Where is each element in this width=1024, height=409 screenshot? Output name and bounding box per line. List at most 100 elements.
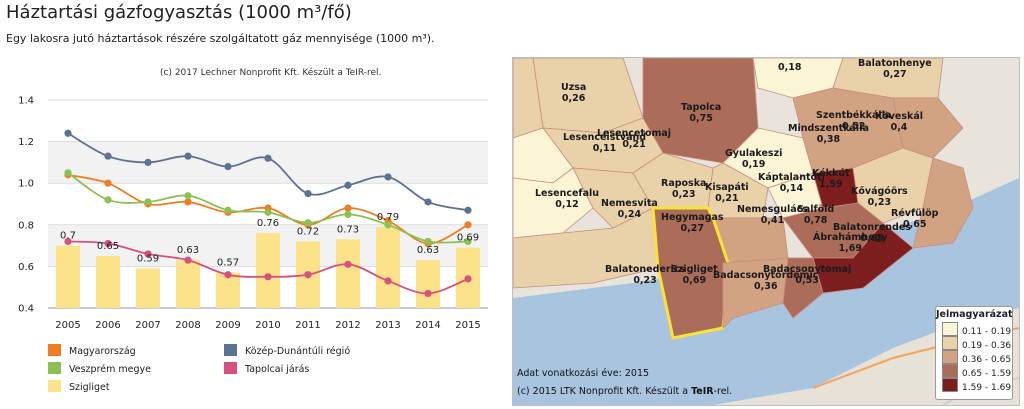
map-label-abrahamhegy: Ábrahámhegy 1,69	[813, 232, 888, 254]
choropleth-map[interactable]: Uzsa 0,26 Tapolca 0,75 Lesencetomaj 0,21 Le…	[512, 57, 1020, 406]
bar-szigliget[interactable]	[136, 268, 160, 308]
map-data-year: Adat vonatkozási éve: 2015	[517, 368, 650, 379]
map-label-uzsa: Uzsa 0,26	[561, 82, 587, 104]
series-point[interactable]	[144, 158, 152, 166]
map-canvas[interactable]	[513, 58, 1019, 405]
map-label-gyulakeszi: Gyulakeszi 0,19	[725, 148, 783, 170]
map-label-balatonhenye: Balatonhenye 0,27	[858, 58, 932, 80]
map-label-mindszentkalla: Mindszentkálla 0,38	[788, 123, 869, 145]
bar-szigliget[interactable]	[376, 226, 400, 308]
map-label-szentbekkalla: Szentbékkálla 0,52	[816, 110, 892, 132]
series-point[interactable]	[424, 289, 432, 298]
series-point[interactable]	[264, 154, 272, 162]
series-point[interactable]	[264, 273, 272, 281]
bar-szigliget[interactable]	[256, 233, 280, 308]
series-point[interactable]	[344, 260, 352, 268]
series-point[interactable]	[184, 256, 192, 264]
map-legend: Jelmagyarázat 0.11 - 0.19 0.19 - 0.36 0.…	[935, 306, 1013, 400]
legend-item-szigliget[interactable]: Szigliget	[48, 380, 110, 393]
bar-szigliget[interactable]	[216, 272, 240, 308]
series-point[interactable]	[464, 221, 472, 229]
series-point[interactable]	[144, 198, 152, 206]
bar-szigliget[interactable]	[336, 239, 360, 308]
y-tick-label: 1.0	[18, 179, 34, 190]
bar-szigliget[interactable]	[56, 245, 80, 308]
series-point[interactable]	[304, 271, 312, 279]
bar-szigliget[interactable]	[416, 260, 440, 308]
bar-data-label: 0.59	[137, 253, 159, 264]
series-point[interactable]	[64, 129, 72, 137]
series-point[interactable]	[104, 152, 112, 160]
series-point[interactable]	[384, 277, 392, 285]
map-legend-swatch	[942, 350, 958, 364]
series-point[interactable]	[224, 271, 232, 279]
series-point[interactable]	[104, 239, 112, 248]
map-label-nemesvita: Nemesvita 0,24	[601, 198, 658, 220]
legend-item-kozep-dunantuli[interactable]: Közép-Dunántúli régió	[224, 344, 350, 357]
map-label-badacsonytordemic: Badacsonytördemic 0,36	[713, 270, 819, 292]
series-point[interactable]	[304, 190, 312, 198]
series-point[interactable]	[264, 208, 272, 216]
series-point[interactable]	[104, 196, 112, 204]
legend-item-tapolcai[interactable]: Tapolcai járás	[224, 362, 309, 375]
legend-item-veszprem[interactable]: Veszprém megye	[48, 362, 151, 375]
map-label-lesencetomaj: Lesencetomaj 0,21	[597, 128, 672, 150]
series-point[interactable]	[464, 237, 472, 246]
series-point[interactable]	[64, 169, 72, 177]
map-label-badacsonytomaj: Badacsonytomaj 0,53	[763, 264, 852, 286]
page-subtitle: Egy lakosra jutó háztartások részére szo…	[6, 32, 435, 45]
region-uzsa	[532, 58, 644, 134]
map-label-top-value: 0,18	[778, 62, 802, 73]
series-point[interactable]	[184, 152, 192, 160]
y-tick-label: 0.6	[18, 262, 34, 273]
consumption-chart: 0.7 0.65 0.59 0.63 0.57 0.76 0.72 0.73 0.79 0.63 0…	[18, 96, 488, 331]
series-point[interactable]	[144, 250, 152, 258]
map-legend-swatch	[942, 322, 958, 336]
series-point[interactable]	[224, 162, 232, 171]
legend-label: Magyarország	[69, 346, 136, 357]
series-point[interactable]	[464, 275, 472, 283]
bar-szigliget[interactable]	[96, 256, 120, 308]
map-label-koveskal: Köveskál 0,4	[875, 111, 923, 133]
map-label-kekkut: Kékkút 1,59	[812, 168, 850, 190]
map-label-balatonederics: Balatonederics 0,23	[605, 264, 686, 286]
region-koveskal	[892, 97, 964, 159]
map-label-raposka: Raposka 0,23	[661, 178, 707, 200]
map-label-hegymagas: Hegymagas 0,27	[661, 212, 724, 234]
legend-item-magyarorszag[interactable]: Magyarország	[48, 344, 136, 357]
bar-data-label: 0.79	[377, 212, 399, 223]
chart-credit: (c) 2017 Lechner Nonprofit Kft. Készült …	[160, 68, 382, 78]
series-point[interactable]	[184, 198, 192, 206]
bar-szigliget[interactable]	[176, 260, 200, 308]
series-point[interactable]	[384, 173, 392, 181]
map-label-lesencefalu: Lesencefalu 0,12	[535, 188, 599, 210]
map-label-kaptalantoti: Káptalantóti 0,14	[758, 172, 825, 194]
legend-label: Veszprém megye	[69, 364, 151, 375]
series-point[interactable]	[384, 221, 392, 229]
series-point[interactable]	[344, 210, 352, 218]
bar-data-label: 0.76	[257, 218, 279, 229]
series-point[interactable]	[224, 206, 232, 214]
legend-swatch	[48, 362, 61, 374]
series-point[interactable]	[424, 198, 432, 206]
series-point[interactable]	[424, 237, 432, 246]
series-point[interactable]	[344, 204, 352, 212]
legend-swatch	[224, 362, 237, 374]
series-point[interactable]	[64, 237, 72, 246]
series-point[interactable]	[464, 206, 472, 214]
map-label-nemesgulacs: Nemesgulács 0,41	[737, 204, 808, 226]
y-tick-label: 0.4	[18, 304, 34, 315]
map-legend-title: Jelmagyarázat	[936, 309, 1013, 320]
series-point[interactable]	[104, 179, 112, 187]
series-point[interactable]	[184, 192, 192, 200]
region-badacsonytordemic	[722, 257, 789, 329]
bar-data-label: 0.65	[97, 241, 119, 252]
series-point[interactable]	[344, 181, 352, 189]
legend-label: Tapolcai járás	[245, 364, 310, 375]
map-legend-row: 0.11 - 0.19	[936, 322, 1012, 337]
chart-legend: Magyarország Közép-Dunántúli régió Veszp…	[48, 342, 488, 406]
south-shore-land	[513, 308, 1019, 405]
map-legend-swatch	[942, 336, 958, 350]
series-point[interactable]	[304, 219, 312, 227]
x-tick-label: 2011	[295, 320, 320, 331]
